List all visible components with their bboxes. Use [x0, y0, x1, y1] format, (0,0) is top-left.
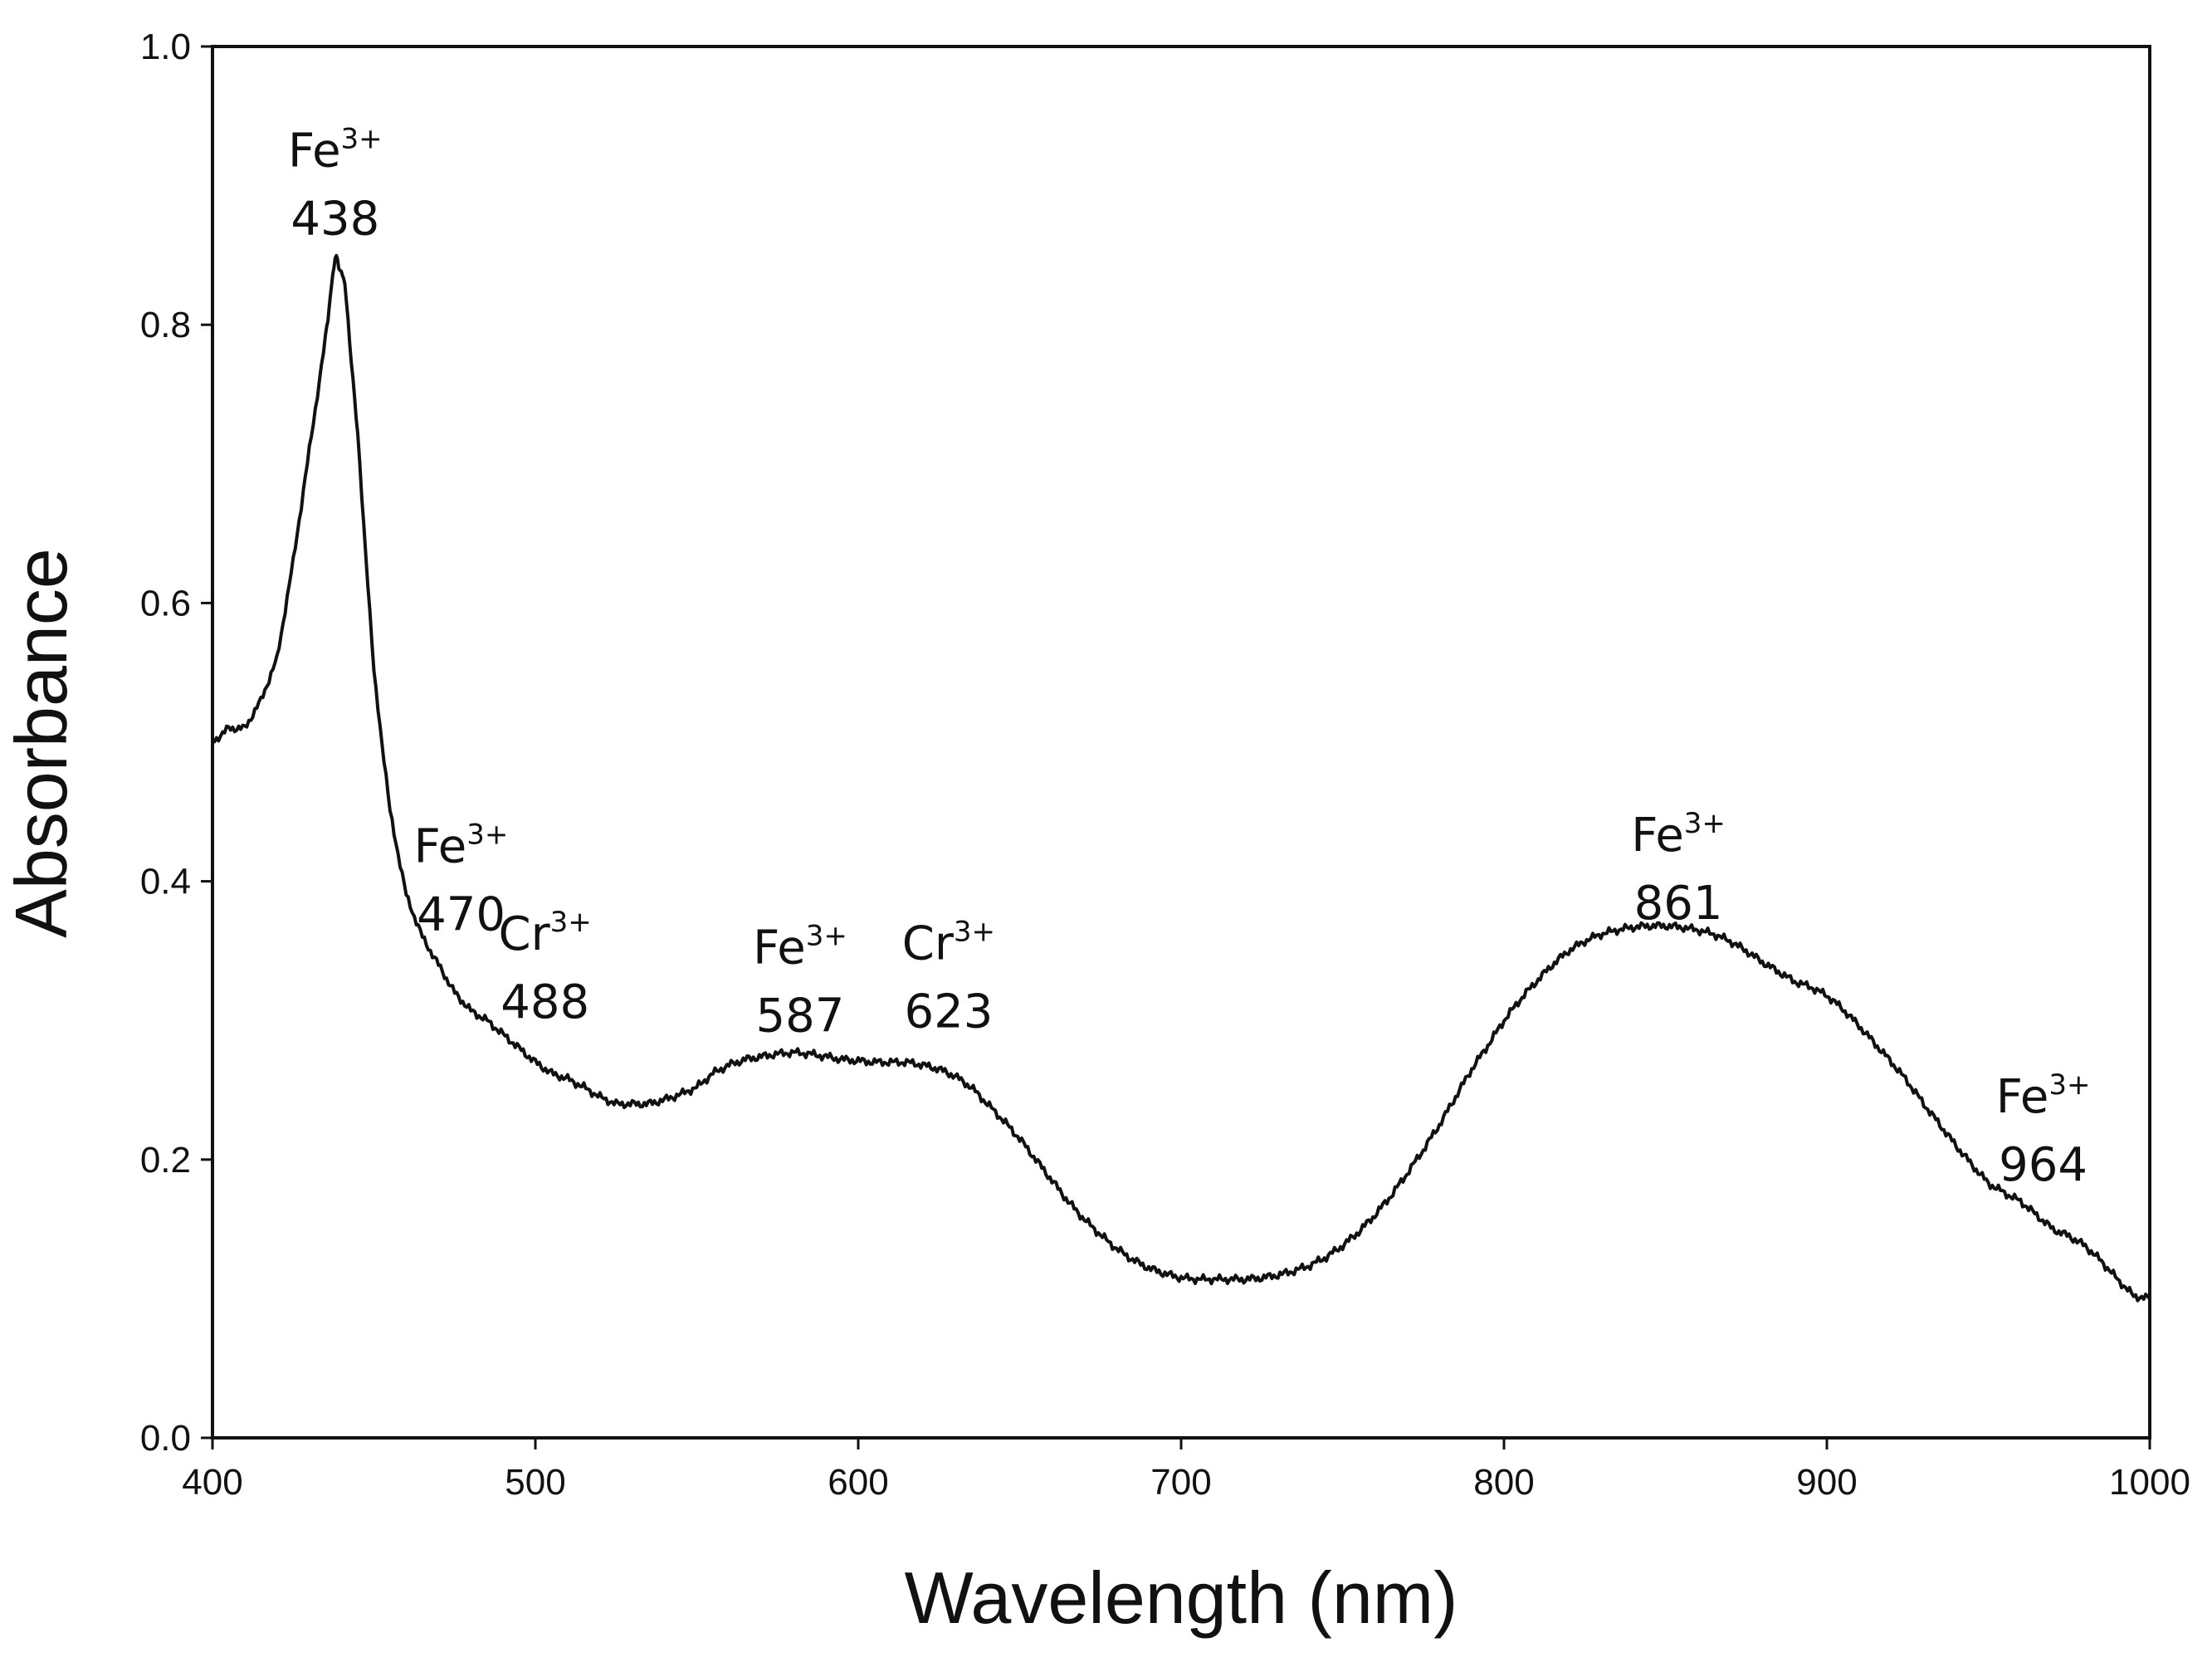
x-axis-ticks: 400 500 600 700 800 900 1000 [182, 1438, 2190, 1503]
peak-annotation: Cr3+ 488 [499, 906, 592, 1029]
annotation-ion: Fe3+ [414, 818, 509, 873]
annotation-wavelength: 587 [756, 990, 845, 1044]
peak-annotation: Fe3+ 861 [1631, 807, 1726, 931]
y-tick-label: 0.4 [140, 862, 191, 902]
annotation-ion-symbol: Fe [1631, 809, 1684, 863]
annotation-wavelength: 488 [501, 975, 589, 1029]
x-tick-label: 900 [1796, 1462, 1857, 1503]
annotation-ion-charge: 3+ [2048, 1068, 2090, 1102]
y-tick-label: 0.6 [140, 583, 191, 623]
y-tick-label: 0.0 [140, 1418, 191, 1459]
annotation-ion-symbol: Fe [753, 921, 806, 975]
y-axis-title: Absorbance [0, 548, 82, 938]
x-tick-label: 700 [1150, 1462, 1211, 1503]
y-tick-label: 1.0 [140, 27, 191, 67]
x-tick-label: 800 [1473, 1462, 1534, 1503]
annotation-ion-charge: 3+ [341, 122, 383, 155]
annotation-ion: Fe3+ [1631, 807, 1726, 863]
annotation-ion-charge: 3+ [550, 906, 592, 939]
peak-annotation: Fe3+ 470 [414, 818, 509, 941]
peak-annotation: Fe3+ 587 [753, 920, 847, 1044]
annotation-ion: Fe3+ [1996, 1068, 2091, 1124]
annotation-ion-charge: 3+ [954, 916, 995, 949]
y-axis-ticks: 0.0 0.2 0.4 0.6 0.8 1.0 [140, 27, 212, 1459]
annotation-ion: Fe3+ [288, 122, 383, 178]
annotation-wavelength: 623 [904, 985, 993, 1039]
peak-annotation: Cr3+ 623 [902, 916, 995, 1039]
y-tick-label: 0.2 [140, 1140, 191, 1181]
y-tick-label: 0.8 [140, 305, 191, 345]
annotation-ion-charge: 3+ [806, 920, 847, 953]
annotation-wavelength: 438 [291, 192, 379, 246]
annotation-wavelength: 861 [1634, 877, 1723, 931]
annotation-ion-symbol: Cr [902, 917, 955, 971]
annotation-ion: Fe3+ [753, 920, 847, 975]
peak-annotation: Fe3+ 438 [288, 122, 383, 246]
absorbance-series-line [212, 253, 2151, 1303]
x-tick-label: 1000 [2109, 1462, 2190, 1503]
x-tick-label: 400 [182, 1462, 242, 1503]
annotation-ion-symbol: Cr [499, 907, 551, 961]
annotation-ion-charge: 3+ [466, 818, 508, 851]
x-tick-label: 500 [505, 1462, 565, 1503]
annotation-wavelength: 964 [1999, 1138, 2087, 1192]
annotation-wavelength: 470 [417, 887, 505, 941]
peak-annotation: Fe3+ 964 [1996, 1068, 2091, 1192]
annotation-ion: Cr3+ [499, 906, 592, 961]
annotation-ion-symbol: Fe [1996, 1070, 2049, 1124]
annotation-ion-symbol: Fe [288, 124, 341, 178]
annotation-ion-charge: 3+ [1684, 807, 1726, 840]
x-axis-title: Wavelength (nm) [905, 1557, 1458, 1639]
x-tick-label: 600 [828, 1462, 888, 1503]
peak-annotations: Fe3+438Fe3+470Cr3+488Fe3+587Cr3+623Fe3+8… [288, 122, 2091, 1192]
annotation-ion-symbol: Fe [414, 819, 467, 873]
annotation-ion: Cr3+ [902, 916, 995, 971]
